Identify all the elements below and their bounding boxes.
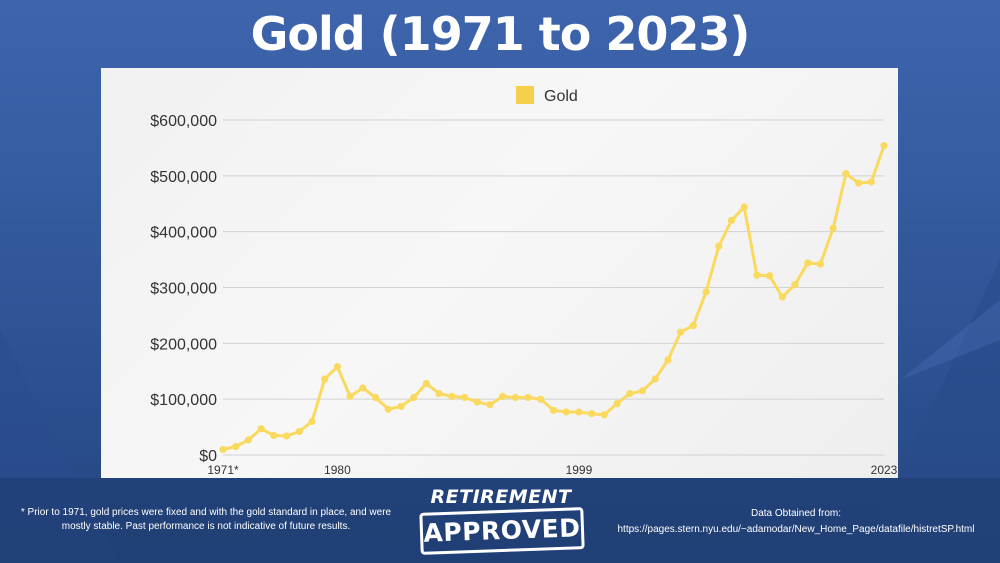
data-point-gold — [880, 142, 888, 150]
data-point-gold — [537, 395, 545, 403]
data-point-gold — [575, 408, 583, 416]
data-point-gold — [346, 392, 354, 400]
data-point-gold — [359, 384, 367, 392]
data-point-gold — [499, 392, 507, 400]
data-point-gold — [524, 393, 532, 402]
data-point-gold — [626, 389, 634, 398]
source-url[interactable]: https://pages.stern.nyu.edu/~adamodar/Ne… — [617, 524, 975, 535]
data-point-gold — [562, 408, 570, 416]
data-point-gold — [321, 375, 329, 383]
data-point-gold — [295, 427, 303, 436]
data-point-gold — [232, 443, 240, 451]
data-source: Data Obtained from: https://pages.stern.… — [596, 506, 996, 538]
data-point-gold — [588, 410, 596, 418]
chart-panel: $0 $100,000 $200,000 $300,000 $400,000 $500,0… — [101, 68, 898, 478]
source-label: Data Obtained from: — [750, 508, 842, 519]
data-point-gold — [270, 431, 278, 440]
data-point-gold — [765, 272, 774, 280]
data-point-gold — [613, 400, 621, 408]
data-point-gold — [664, 356, 672, 364]
data-point-gold — [410, 393, 418, 402]
data-point-gold — [460, 393, 469, 402]
page-title: Gold (1971 to 2023) — [250, 7, 751, 61]
y-tick-label: $600,000 — [150, 113, 217, 130]
data-point-gold — [740, 203, 748, 211]
footnote: * Prior to 1971, gold prices were fixed … — [20, 507, 392, 532]
x-tick-label: 1980 — [324, 463, 351, 477]
data-point-gold — [753, 271, 761, 279]
data-point-gold — [308, 417, 316, 426]
data-point-gold — [702, 288, 710, 296]
data-point-gold — [219, 445, 227, 454]
data-point-gold — [689, 321, 697, 330]
data-point-gold — [600, 411, 608, 419]
y-tick-label: $300,000 — [150, 281, 217, 298]
data-point-gold — [778, 293, 786, 301]
data-point-gold — [397, 402, 405, 411]
footer-band — [0, 478, 1000, 563]
logo-line2: APPROVED — [419, 507, 585, 555]
data-point-gold — [867, 178, 875, 186]
data-point-gold — [422, 379, 430, 388]
x-tick-label: 2023 — [871, 463, 898, 477]
data-point-gold — [677, 328, 685, 336]
y-tick-label: $200,000 — [150, 336, 217, 353]
data-point-gold — [854, 179, 863, 187]
y-tick-label: $500,000 — [150, 169, 217, 186]
data-point-gold — [435, 389, 443, 398]
x-tick-label: 1971* — [207, 463, 239, 477]
y-tick-label: $400,000 — [150, 225, 217, 242]
legend-swatch — [516, 86, 534, 104]
data-point-gold — [448, 392, 456, 400]
data-point-gold — [257, 425, 265, 433]
data-point-gold — [371, 393, 380, 402]
data-point-gold — [282, 432, 291, 440]
data-point-gold — [333, 363, 342, 371]
data-point-gold — [816, 260, 825, 268]
data-point-gold — [842, 170, 850, 178]
data-point-gold — [384, 405, 392, 413]
data-point-gold — [829, 224, 837, 232]
data-point-gold — [804, 259, 812, 267]
data-point-gold — [791, 281, 799, 289]
data-point-gold — [651, 375, 659, 383]
data-point-gold — [473, 398, 481, 406]
retirement-approved-logo: RETIREMENT APPROVED — [418, 486, 585, 555]
x-tick-label: 1999 — [566, 463, 593, 477]
data-point-gold — [486, 401, 494, 409]
y-tick-label: $0 — [199, 448, 217, 465]
data-point-gold — [638, 387, 647, 395]
y-tick-label: $100,000 — [150, 392, 217, 409]
data-point-gold — [727, 216, 736, 225]
data-point-gold — [244, 436, 253, 444]
gold-line-chart: $0 $100,000 $200,000 $300,000 $400,000 $500,0… — [150, 86, 898, 477]
data-point-gold — [511, 393, 519, 402]
legend-label: Gold — [544, 88, 578, 105]
data-point-gold — [549, 406, 558, 414]
logo-line1: RETIREMENT — [430, 486, 572, 508]
data-point-gold — [715, 242, 723, 250]
